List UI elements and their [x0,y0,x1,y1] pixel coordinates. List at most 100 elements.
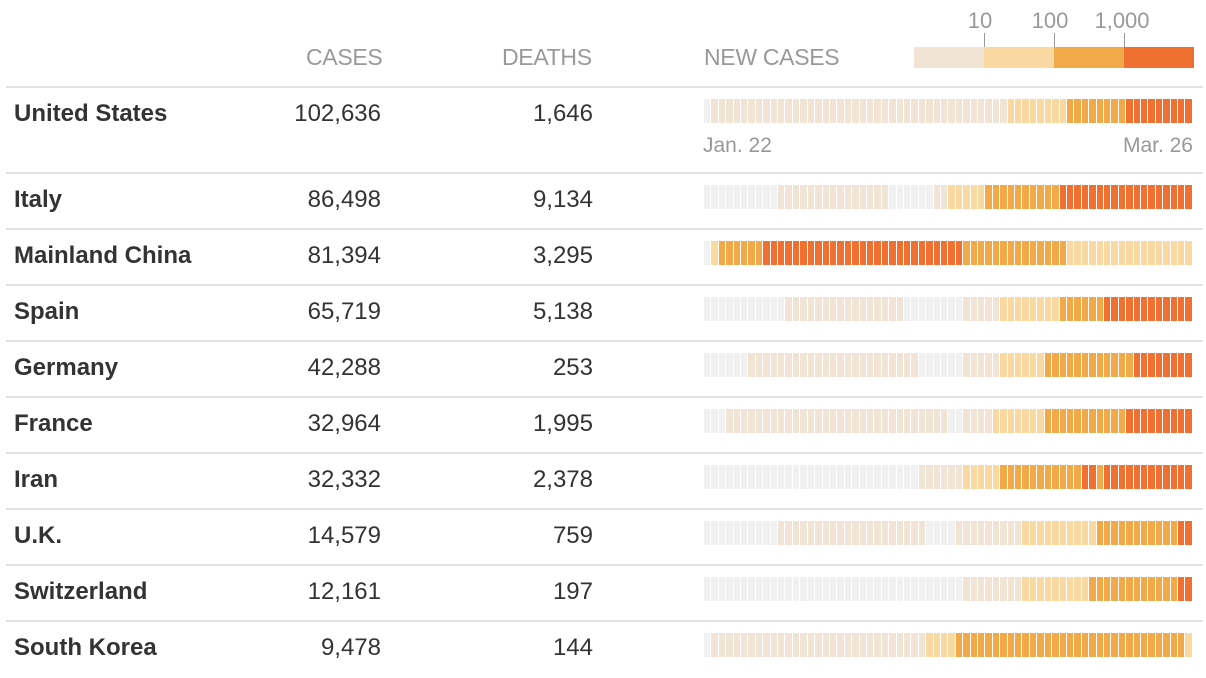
day-cell [1133,185,1140,209]
day-cell [1163,521,1170,545]
deaths-value: 9,134 [532,186,593,213]
day-cell [1118,633,1126,657]
day-cell [770,409,778,433]
day-cell [1081,241,1089,265]
day-cell [1089,297,1096,321]
day-cell [748,577,755,601]
day-cell [837,297,844,321]
day-cell [896,521,903,545]
day-cell [1178,521,1185,545]
day-cell [1037,353,1044,377]
table-row: Spain 65,719 5,138 [6,284,1203,342]
day-cell [1148,633,1155,657]
cases-value: 12,161 [307,578,381,605]
day-cell [1118,353,1126,377]
day-cell [859,465,866,489]
day-cell [948,577,955,601]
day-cell [822,521,829,545]
new-cases-strip [704,185,1193,209]
day-cell [1140,409,1148,433]
day-cell [866,633,874,657]
day-cell [926,633,933,657]
day-cell [881,241,889,265]
day-cell [1155,297,1163,321]
day-cell [822,297,829,321]
day-cell [1081,185,1089,209]
day-cell [926,241,933,265]
day-cell [755,297,763,321]
day-cell [800,409,807,433]
day-cell [1007,185,1015,209]
day-cell [955,297,963,321]
new-cases-strip [704,521,1193,545]
day-cell [1103,99,1111,123]
day-cell [852,185,859,209]
day-cell [1126,409,1133,433]
day-cell [1052,577,1059,601]
day-cell [792,99,800,123]
day-cell [1140,185,1148,209]
day-cell [866,297,874,321]
legend-tick-line [1124,33,1125,47]
day-cell [844,577,852,601]
day-cell [844,353,852,377]
day-cell [1126,521,1133,545]
day-cell [963,353,970,377]
cases-value: 65,719 [307,298,381,325]
day-cell [807,99,815,123]
day-cell [1118,99,1126,123]
day-cell [755,577,763,601]
day-cell [1089,99,1096,123]
day-cell [807,633,815,657]
day-cell [881,353,889,377]
day-cell [770,521,778,545]
day-cell [1133,521,1140,545]
day-cell [911,465,918,489]
day-cell [763,297,770,321]
deaths-value: 1,646 [532,100,593,127]
deaths-value: 253 [552,354,593,381]
day-cell [1015,99,1022,123]
day-cell [903,577,911,601]
day-cell [1074,99,1081,123]
day-cell [800,297,807,321]
day-cell [1163,409,1170,433]
day-cell [1096,241,1103,265]
day-cell [770,465,778,489]
day-cell [829,297,837,321]
day-cell [948,99,955,123]
day-cell [948,185,955,209]
day-cell [1022,409,1029,433]
day-cell [1111,633,1118,657]
day-cell [926,409,933,433]
day-cell [1178,297,1185,321]
country-name: South Korea [14,634,157,661]
day-cell [1148,521,1155,545]
day-cell [1007,353,1015,377]
day-cell [1052,241,1059,265]
day-cell [822,353,829,377]
day-cell [1178,577,1185,601]
day-cell [807,409,815,433]
day-cell [763,409,770,433]
day-cell [1059,465,1066,489]
day-cell [852,577,859,601]
day-cell [1111,465,1118,489]
day-cell [1148,185,1155,209]
day-cell [785,241,792,265]
day-cell [1163,633,1170,657]
day-cell [985,409,992,433]
day-cell [748,633,755,657]
day-cell [1140,353,1148,377]
day-cell [763,577,770,601]
day-cell [903,633,911,657]
day-cell [859,577,866,601]
day-cell [992,465,1000,489]
new-cases-strip [704,465,1193,489]
day-cell [741,521,748,545]
day-cell [785,521,792,545]
day-cell [1029,521,1037,545]
day-cell [911,99,918,123]
day-cell [963,409,970,433]
day-cell [770,99,778,123]
